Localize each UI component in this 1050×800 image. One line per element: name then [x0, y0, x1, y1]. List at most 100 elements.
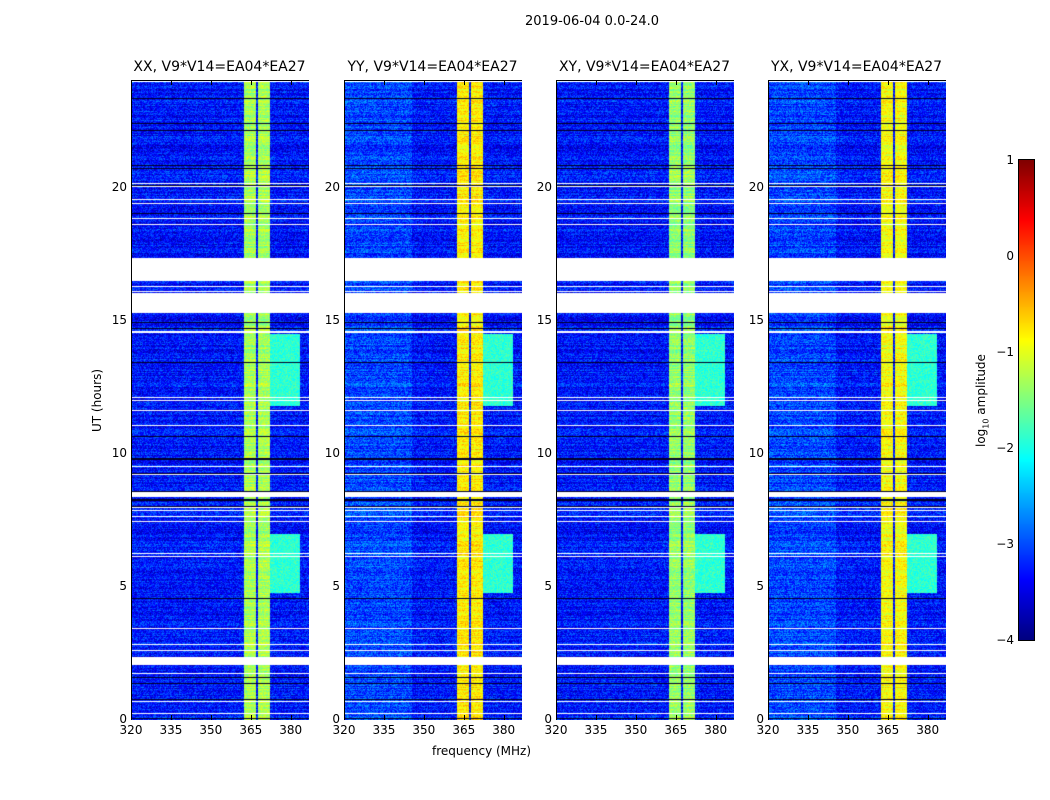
x-tick-label: 365: [239, 723, 263, 737]
colorbar-tick-label: −2: [996, 441, 1014, 455]
y-axis-label: UT (hours): [90, 368, 104, 432]
colorbar-gradient: [1019, 160, 1034, 640]
y-tick-label: 15: [536, 312, 552, 327]
x-tick-label: 320: [332, 723, 356, 737]
colorbar-tick-label: 0: [1006, 249, 1014, 263]
x-tick-label: 365: [664, 723, 688, 737]
panel-title: YX, V9*V14=EA04*EA27: [770, 59, 943, 75]
colorbar-label: log10 amplitude: [974, 354, 991, 447]
y-tick-label: 5: [544, 578, 552, 593]
x-tick-label: 380: [492, 723, 516, 737]
x-tick-mark: [463, 80, 465, 85]
x-tick-mark: [675, 715, 677, 720]
y-tick-label: 10: [111, 445, 127, 460]
x-tick-label: 350: [412, 723, 436, 737]
x-tick-mark: [423, 80, 425, 85]
x-tick-mark: [170, 80, 172, 85]
colorbar-tick-label: −3: [996, 537, 1014, 551]
x-tick-label: 335: [584, 723, 608, 737]
colorbar-tick-label: −1: [996, 345, 1014, 359]
x-tick-label: 335: [372, 723, 396, 737]
x-tick-label: 380: [704, 723, 728, 737]
x-tick-mark: [383, 715, 385, 720]
y-tick-label: 20: [111, 179, 127, 194]
x-tick-mark: [210, 715, 212, 720]
x-tick-label: 335: [159, 723, 183, 737]
x-tick-label: 320: [544, 723, 568, 737]
x-tick-mark: [503, 80, 505, 85]
y-tick-label: 15: [324, 312, 340, 327]
x-tick-mark: [250, 715, 252, 720]
heatmap-panel: [768, 80, 946, 720]
y-tick-label: 0: [332, 712, 340, 726]
y-tick-label: 10: [748, 445, 764, 460]
x-tick-label: 335: [796, 723, 820, 737]
x-tick-label: 320: [119, 723, 143, 737]
x-tick-mark: [675, 80, 677, 85]
x-tick-mark: [344, 715, 345, 720]
y-tick-label: 0: [544, 712, 552, 726]
x-tick-label: 380: [279, 723, 303, 737]
x-tick-label: 365: [452, 723, 476, 737]
y-tick-label: 20: [536, 179, 552, 194]
y-tick-label: 15: [748, 312, 764, 327]
y-tick-label: 20: [324, 179, 340, 194]
x-tick-mark: [556, 80, 557, 85]
panel-title: YY, V9*V14=EA04*EA27: [347, 59, 518, 75]
x-tick-mark: [887, 80, 889, 85]
y-tick-label: 5: [332, 578, 340, 593]
heatmap-panel: [556, 80, 734, 720]
heatmap-image: [769, 81, 946, 720]
colorbar-tick-label: 1: [1006, 153, 1014, 167]
panel-title: XX, V9*V14=EA04*EA27: [133, 59, 306, 75]
x-axis-label: frequency (MHz): [432, 744, 532, 758]
x-tick-mark: [807, 80, 809, 85]
x-tick-mark: [595, 80, 597, 85]
x-tick-mark: [847, 80, 849, 85]
figure-title: 2019-06-04 0.0-24.0: [525, 14, 659, 29]
x-tick-mark: [595, 715, 597, 720]
x-tick-mark: [635, 80, 637, 85]
x-tick-mark: [463, 715, 465, 720]
heatmap-image: [132, 81, 309, 720]
x-tick-mark: [715, 715, 717, 720]
x-tick-mark: [290, 715, 292, 720]
colorbar: [1018, 159, 1035, 641]
heatmap-image: [345, 81, 522, 720]
y-tick-label: 10: [536, 445, 552, 460]
x-tick-label: 320: [756, 723, 780, 737]
x-tick-mark: [927, 715, 929, 720]
x-tick-label: 365: [876, 723, 900, 737]
x-tick-mark: [807, 715, 809, 720]
x-tick-mark: [210, 80, 212, 85]
y-tick-label: 5: [119, 578, 127, 593]
heatmap-image: [557, 81, 734, 720]
x-tick-mark: [927, 80, 929, 85]
x-tick-mark: [344, 80, 345, 85]
x-tick-mark: [170, 715, 172, 720]
x-tick-mark: [423, 715, 425, 720]
colorbar-tick-label: −4: [996, 633, 1014, 647]
x-tick-mark: [715, 80, 717, 85]
x-tick-mark: [635, 715, 637, 720]
x-tick-mark: [768, 80, 769, 85]
y-tick-label: 10: [324, 445, 340, 460]
x-tick-mark: [768, 715, 769, 720]
x-tick-label: 350: [199, 723, 223, 737]
x-tick-mark: [887, 715, 889, 720]
x-tick-mark: [131, 80, 132, 85]
x-tick-label: 380: [916, 723, 940, 737]
x-tick-mark: [847, 715, 849, 720]
x-tick-mark: [503, 715, 505, 720]
x-tick-mark: [131, 715, 132, 720]
y-tick-label: 15: [111, 312, 127, 327]
heatmap-panel: [344, 80, 522, 720]
x-tick-mark: [290, 80, 292, 85]
heatmap-panel: [131, 80, 309, 720]
y-tick-label: 5: [756, 578, 764, 593]
x-tick-label: 350: [836, 723, 860, 737]
y-tick-label: 0: [756, 712, 764, 726]
y-tick-label: 20: [748, 179, 764, 194]
panel-title: XY, V9*V14=EA04*EA27: [558, 59, 731, 75]
